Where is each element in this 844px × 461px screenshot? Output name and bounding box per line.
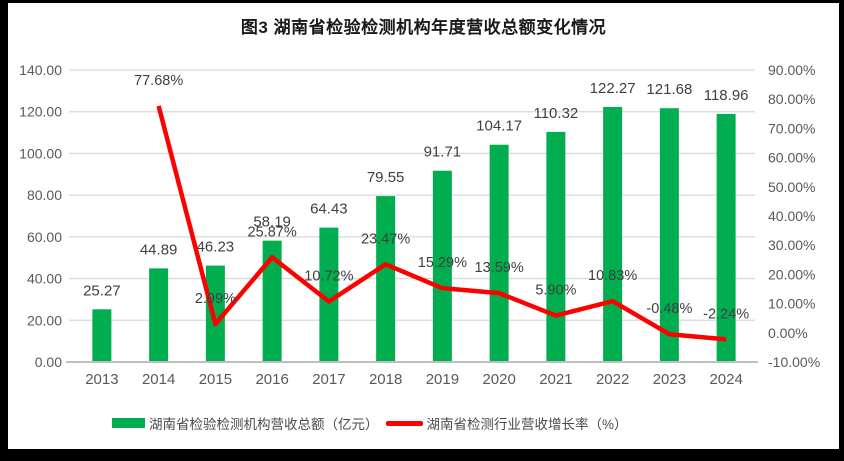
line-label-2016: 25.87% [248,224,297,240]
right-axis-tick-label: 40.00% [768,208,815,224]
chart-canvas: 图3 湖南省检验检测机构年度营收总额变化情况 0.00 20.00 40.00 60.… [8,3,839,449]
bar-label-2016: 58.19 [253,214,291,231]
bar-label-2023: 121.68 [646,81,692,98]
x-axis-label-2018: 2018 [369,371,402,388]
right-axis-tick-label: 10.00% [768,296,815,312]
bar-label-2015: 46.23 [197,239,235,256]
x-axis-label-2024: 2024 [709,371,742,388]
bar-label-2017: 64.43 [310,201,348,218]
bar-label-2024: 118.96 [704,87,749,104]
bar-2021 [546,131,566,362]
bar-label-2021: 110.32 [533,105,578,122]
legend-label-revenue-total: 湖南省检验检测机构营收总额（亿元） [149,417,379,432]
bar-2020 [489,144,509,362]
x-axis-label-2014: 2014 [142,371,175,388]
left-axis-tick-label: 100.00 [19,145,62,161]
bar-label-2022: 122.27 [590,80,636,97]
bar-2016 [262,240,282,362]
left-axis-tick-label: 40.00 [27,271,62,287]
bar-2019 [432,170,452,362]
right-axis-tick-label: 20.00% [768,266,815,282]
left-axis-tick-label: 140.00 [19,62,62,78]
right-axis-tick-label: -10.00% [768,354,820,370]
bar-2013 [92,309,112,362]
left-axis-tick-label: 80.00 [27,187,62,203]
left-axis-tick-label: 0.00 [35,354,62,370]
bar-label-2018: 79.55 [367,169,405,186]
bar-label-2014: 44.89 [140,241,178,258]
left-axis-tick-label: 120.00 [19,104,62,120]
x-axis-label-2022: 2022 [596,371,629,388]
bar-2015 [205,265,225,362]
x-axis-label-2013: 2013 [85,371,118,388]
chart-legend: 湖南省检验检测机构营收总额（亿元） 湖南省检测行业营收增长率（%） [112,413,628,433]
legend-label-growth-rate: 湖南省检测行业营收增长率（%） [426,417,628,432]
x-axis-label-2021: 2021 [539,371,572,388]
line-label-2018: 23.47% [361,231,410,247]
bar-label-2013: 25.27 [83,282,121,299]
bar-label-2020: 104.17 [476,118,522,135]
bar-2014 [149,268,169,362]
line-label-2017: 10.72% [304,268,353,284]
x-axis-label-2020: 2020 [482,371,515,388]
x-axis-label-2017: 2017 [312,371,345,388]
right-axis-tick-label: 30.00% [768,237,815,253]
chart-plot: 0.00 20.00 40.00 60.00 80.00 100.00 120.00 140.… [19,62,820,388]
right-axis-tick-label: 70.00% [768,120,815,136]
chart-title: 图3 湖南省检验检测机构年度营收总额变化情况 [240,18,607,37]
line-label-2021: 5.90% [535,283,576,299]
legend-item-growth-rate: 湖南省检测行业营收增长率（%） [385,413,628,433]
line-label-2023: -0.48% [646,301,692,317]
right-axis-tick-label: 0.00% [768,325,808,341]
line-label-2014: 77.68% [134,73,183,89]
right-axis-tick-label: 60.00% [768,150,815,166]
left-axis-tick-label: 60.00 [27,229,62,245]
right-axis-tick-label: 80.00% [768,91,815,107]
bar-2017 [319,227,339,362]
line-label-2015: 2.99% [195,291,236,307]
growth-rate-line [156,105,727,342]
x-axis-label-2015: 2015 [199,371,232,388]
line-label-2024: -2.24% [703,306,749,322]
line-label-2019: 15.29% [418,255,467,271]
legend-item-revenue-total: 湖南省检验检测机构营收总额（亿元） [112,413,379,433]
left-axis-tick-label: 20.00 [27,312,62,328]
bar-2024 [716,113,736,363]
right-axis-tick-label: 90.00% [768,62,815,78]
bar-2022 [603,106,623,363]
x-axis-label-2023: 2023 [653,371,686,388]
bar-series-swatch [112,418,145,428]
bar-label-2019: 91.71 [424,144,462,161]
x-axis-label-2019: 2019 [426,371,459,388]
line-label-2020: 13.59% [475,260,524,276]
x-axis-label-2016: 2016 [255,371,288,388]
line-series-swatch [385,420,423,426]
line-label-2022: 10.83% [588,268,637,284]
bar-2023 [659,108,679,362]
right-axis-tick-label: 50.00% [768,179,815,195]
bar-2018 [376,196,396,362]
